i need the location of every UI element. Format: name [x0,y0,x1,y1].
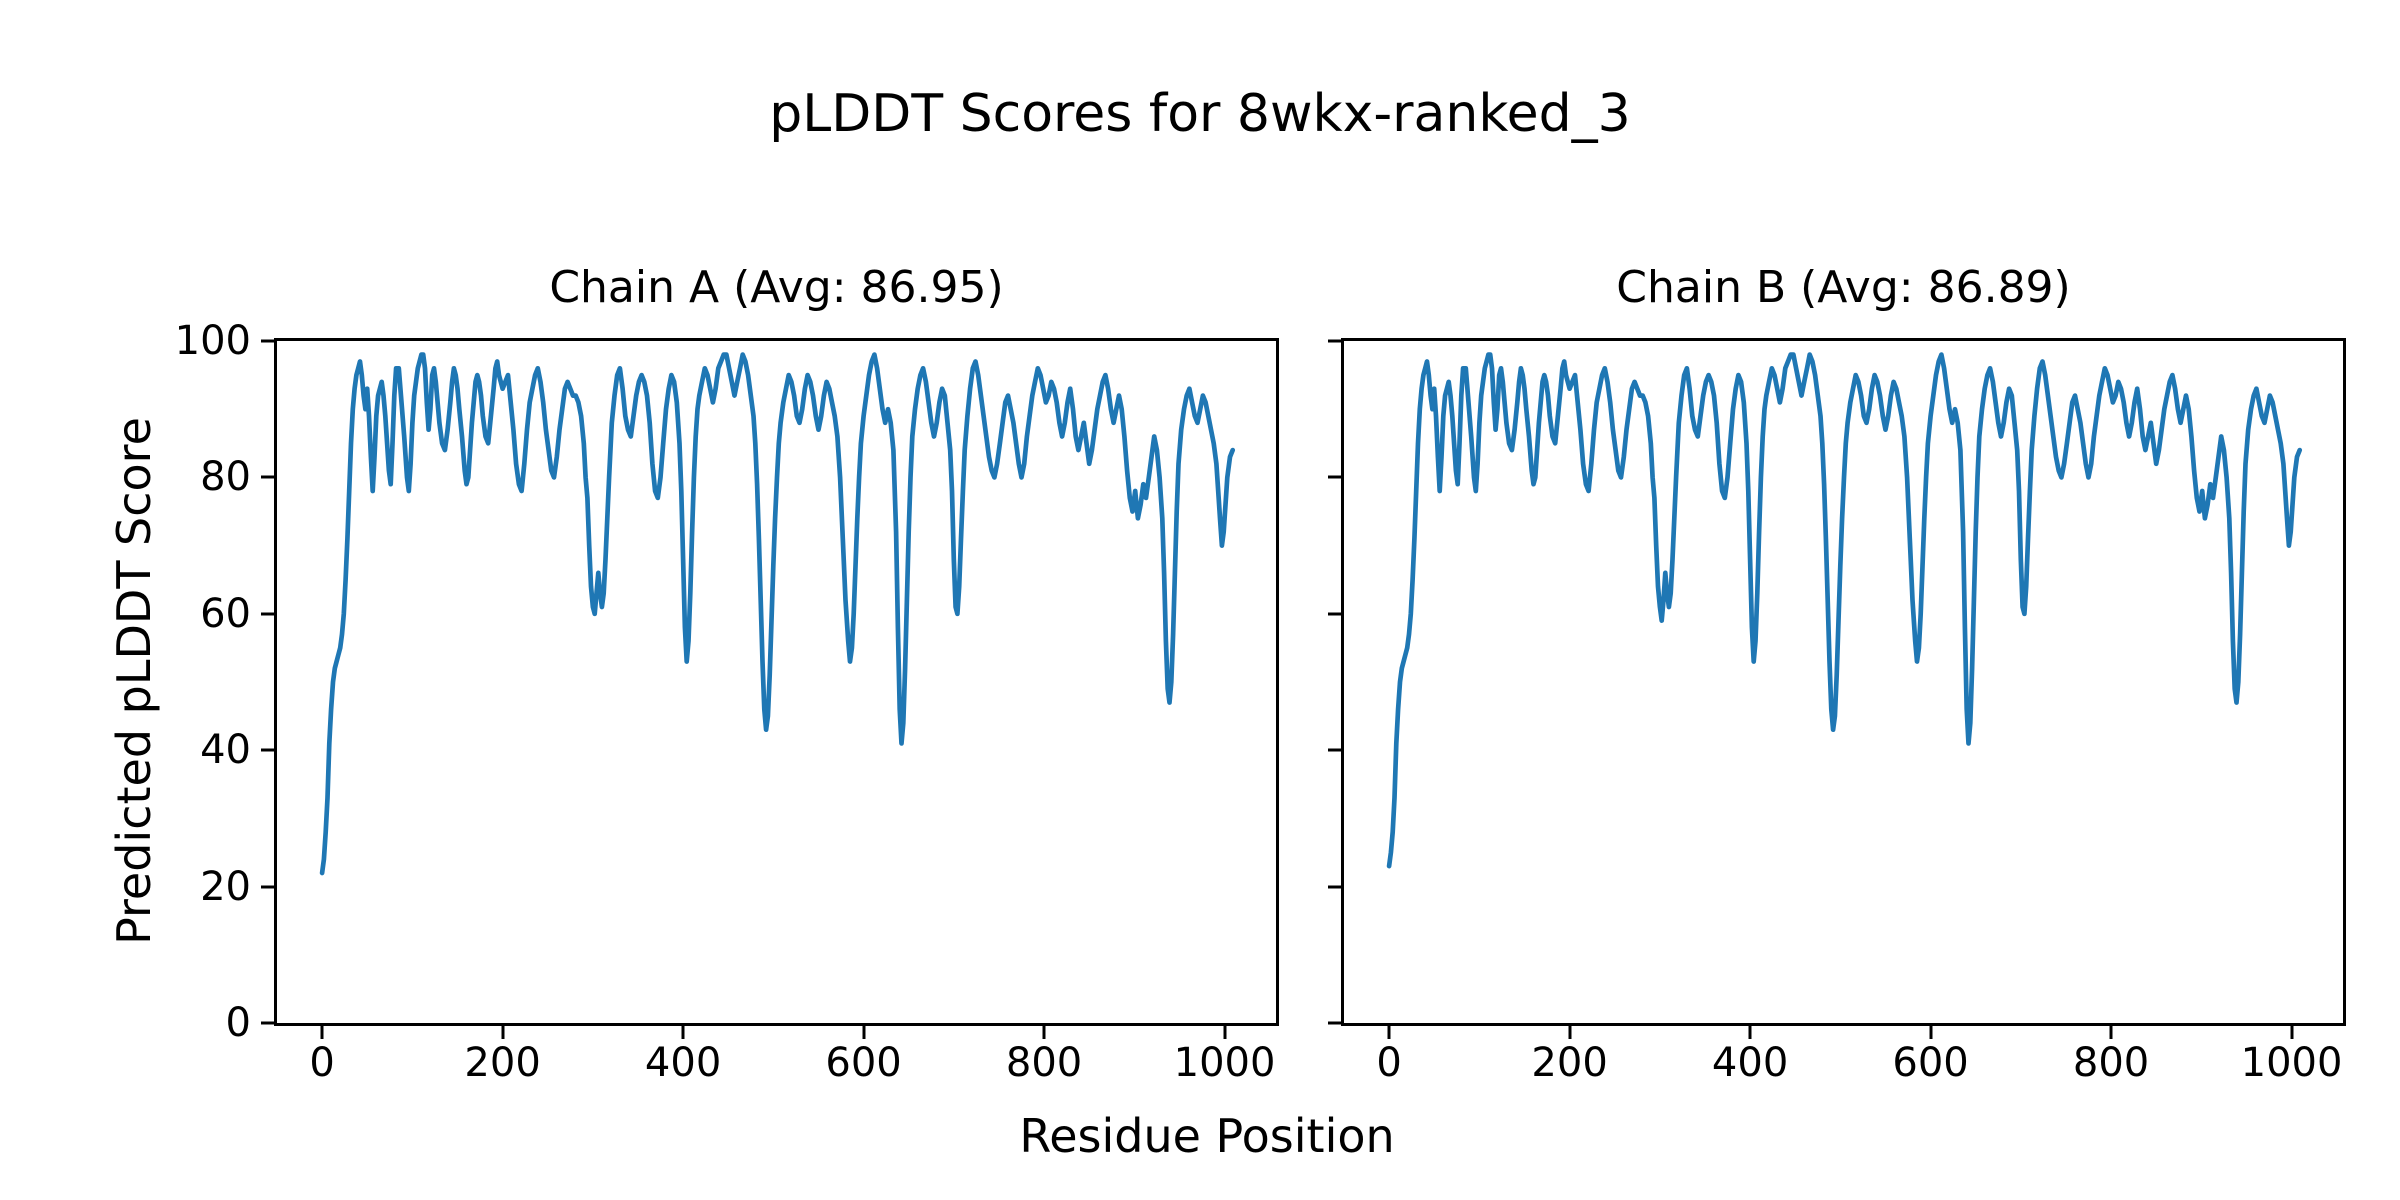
y-tick-label: 40 [200,727,251,774]
x-tick-label: 0 [1376,1040,1402,1086]
x-tick [1929,1026,1933,1039]
x-tick-label: 600 [1892,1040,1969,1086]
x-axis-label: Residue Position [1019,1109,1395,1163]
y-tick [261,885,274,889]
y-tick [1328,475,1341,479]
y-tick-label: 80 [200,454,251,501]
x-tick-label: 800 [2072,1040,2150,1086]
chain-b-plot-title: Chain B (Avg: 86.89) [1616,262,2071,313]
chain-a-plddt-line [319,352,1236,876]
x-tick [862,1026,866,1039]
y-tick [1328,339,1341,343]
y-tick-label: 0 [225,1000,251,1046]
x-tick [1042,1026,1046,1039]
x-tick-label: 200 [1531,1040,1608,1086]
chain-a-plot: Chain A (Avg: 86.95) 0 200 400 600 800 1000 0 2… [175,262,1279,1083]
x-tick [1387,1026,1391,1039]
x-tick-label: 200 [464,1040,541,1086]
x-tick-label: 0 [309,1040,335,1086]
x-tick [1748,1026,1752,1039]
y-tick [261,748,274,752]
y-tick [261,339,274,343]
x-tick [1568,1026,1572,1039]
y-tick-label: 20 [200,863,251,910]
plddt-series-line [1386,352,2303,869]
y-tick-label: 60 [200,590,251,637]
y-tick [261,612,274,616]
chain-b-plddt-line [1386,352,2303,869]
x-tick [681,1026,685,1039]
plddt-series-line [319,352,1236,876]
y-tick [261,1021,274,1025]
x-tick [2109,1026,2113,1039]
chain-b-plot: Chain B (Avg: 86.89) 0 200 400 600 800 1000 [1328,262,2346,1083]
x-tick-label: 400 [644,1040,722,1086]
y-tick [1328,612,1341,616]
x-tick-label: 800 [1005,1040,1083,1086]
chain-a-plot-title: Chain A (Avg: 86.95) [549,262,1004,313]
x-tick-label: 1000 [2240,1040,2343,1086]
y-axis-label: Predicted pLDDT Score [107,417,161,945]
x-tick [501,1026,505,1039]
x-tick-label: 1000 [1173,1040,1276,1086]
y-tick [1328,885,1341,889]
x-tick [1223,1026,1227,1039]
y-tick [261,475,274,479]
x-tick-label: 400 [1711,1040,1789,1086]
x-tick [2290,1026,2294,1039]
y-tick [1328,748,1341,752]
x-tick [320,1026,324,1039]
figure-title: pLDDT Scores for 8wkx-ranked_3 [769,84,1631,144]
y-tick [1328,1021,1341,1025]
y-tick-label: 100 [174,318,251,364]
x-tick-label: 600 [825,1040,902,1086]
